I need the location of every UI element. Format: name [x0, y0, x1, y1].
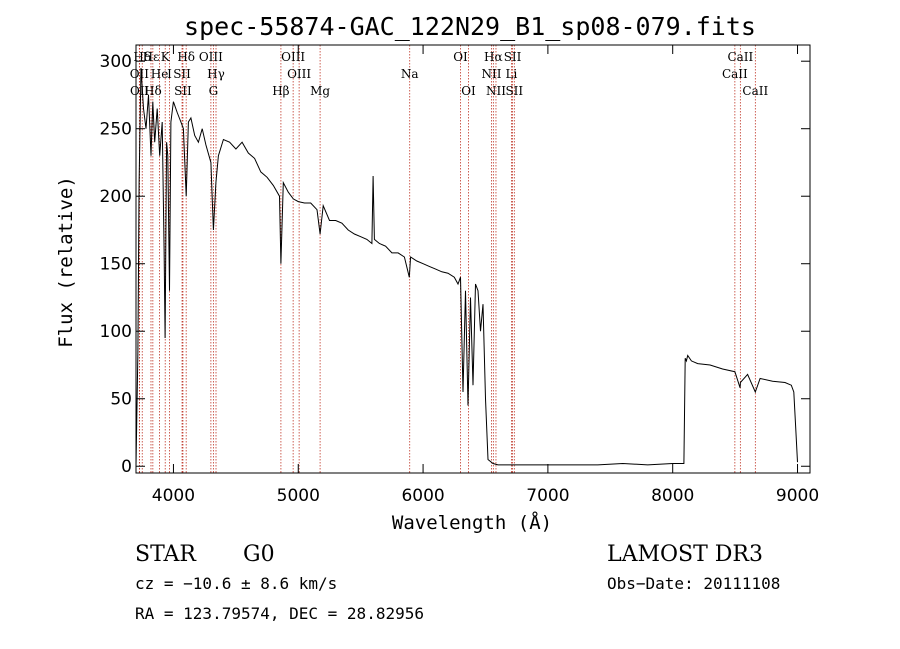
x-tick-label: 5000	[277, 486, 320, 506]
emission-line-label: Na	[401, 67, 419, 81]
y-tick-label: 250	[100, 120, 132, 140]
x-tick-label: 7000	[526, 486, 569, 506]
y-axis-label: Flux (relative)	[55, 176, 77, 348]
chart-title: spec-55874-GAC_122N29_B1_sp08-079.fits	[184, 12, 756, 41]
y-axis-ticks: 0 50 100 150 200 250 300	[100, 52, 810, 477]
emission-line-label: SII	[505, 84, 523, 98]
emission-line-label: I	[167, 67, 172, 81]
x-tick-label: 9000	[776, 486, 819, 506]
emission-line-label: OIII	[287, 67, 311, 81]
emission-line-label: SII	[173, 67, 191, 81]
emission-line-label: Hγ	[207, 67, 225, 81]
emission-line-label: Li	[506, 67, 518, 81]
object-class: STAR	[135, 542, 197, 567]
emission-line-label: Mg	[310, 84, 330, 98]
y-tick-label: 50	[110, 390, 132, 410]
emission-line-label: OIII	[281, 50, 305, 64]
emission-line-label: OII	[130, 67, 150, 81]
x-axis-ticks: 4000 5000 6000 7000 8000 9000	[152, 45, 819, 506]
x-tick-label: 6000	[401, 486, 444, 506]
redshift-cz: cz = −10.6 ± 8.6 km/s	[135, 574, 337, 593]
plot-frame	[135, 44, 811, 474]
emission-line-label: SII	[504, 50, 522, 64]
emission-line-label: NII	[481, 67, 501, 81]
emission-line-label: OIII	[199, 50, 223, 64]
emission-line-label: Hδ	[177, 50, 195, 64]
emission-line-label: SII	[174, 84, 192, 98]
emission-line-label: NII	[486, 84, 506, 98]
emission-line-label: Hδ	[133, 50, 151, 64]
emission-line-label: Hα	[484, 50, 503, 64]
emission-line-label: Hδ	[144, 84, 162, 98]
observation-date: Obs−Date: 20111108	[607, 574, 780, 593]
survey-name: LAMOST DR3	[607, 542, 763, 567]
x-tick-label: 8000	[651, 486, 694, 506]
emission-line-label: G	[209, 84, 219, 98]
emission-line-label: Hε	[143, 50, 160, 64]
emission-line-label: CaII	[722, 67, 748, 81]
emission-line-markers	[138, 45, 756, 473]
x-axis-label: Wavelength (Å)	[392, 511, 552, 534]
y-tick-label: 150	[100, 255, 132, 275]
emission-line-label: K	[161, 50, 171, 64]
x-tick-label: 4000	[152, 486, 195, 506]
ra-dec-coords: RA = 123.79574, DEC = 28.82956	[135, 604, 424, 623]
y-tick-label: 300	[100, 52, 132, 72]
object-subclass: G0	[243, 542, 275, 567]
emission-line-label: OI	[453, 50, 468, 64]
emission-line-label: Hβ	[272, 84, 289, 98]
y-tick-label: 100	[100, 322, 132, 342]
emission-line-label: OII	[130, 84, 150, 98]
emission-line-label: He	[151, 67, 169, 81]
spectrum-series-line	[135, 67, 798, 467]
y-tick-label: 200	[100, 187, 132, 207]
emission-line-label: CaII	[727, 50, 753, 64]
emission-line-label: CaII	[742, 84, 768, 98]
emission-line-label: OI	[461, 84, 476, 98]
y-tick-label: 0	[121, 457, 132, 477]
